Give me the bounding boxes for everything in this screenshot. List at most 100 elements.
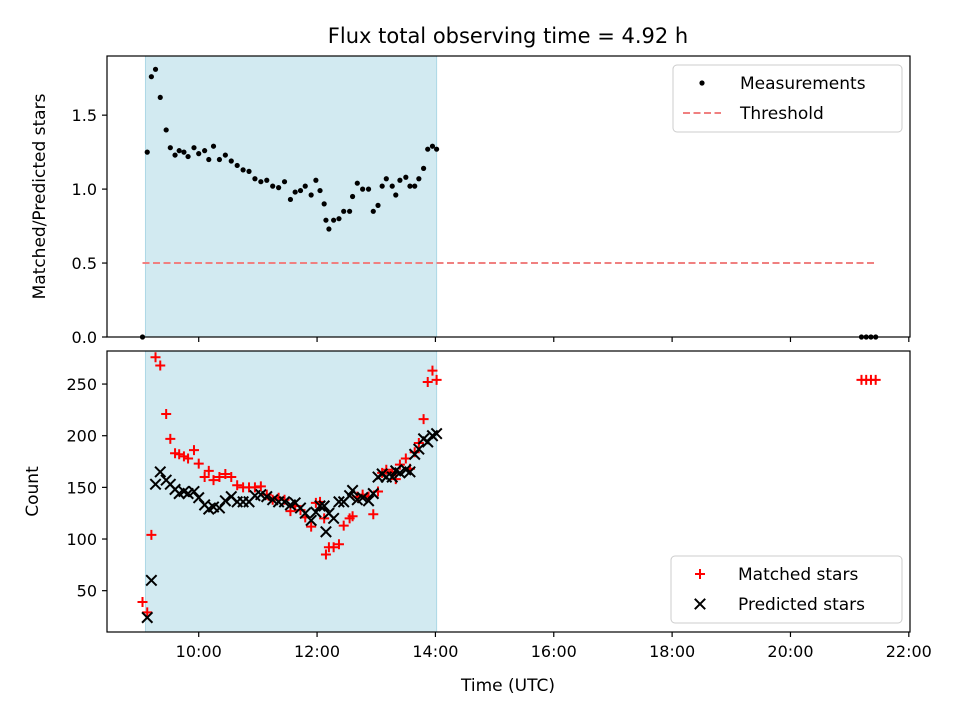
x-tick-label: 20:00 <box>767 642 813 661</box>
ratio-point <box>210 143 217 149</box>
ratio-point <box>347 208 353 214</box>
ratio-point <box>326 226 332 232</box>
ratio-point <box>148 74 154 80</box>
ratio-point <box>434 146 440 152</box>
legend-plus-handle <box>695 569 705 579</box>
count-point <box>165 433 176 444</box>
ratio-point <box>370 208 376 214</box>
ratio-point <box>383 176 389 182</box>
ratio-point <box>389 183 395 189</box>
ratio-point <box>172 152 178 158</box>
count-point <box>278 495 291 508</box>
legend-dot-handle <box>699 80 705 86</box>
ratio-legend-label: Measurements <box>740 74 866 94</box>
count-point <box>418 414 429 425</box>
count-point <box>260 490 273 503</box>
count-point <box>320 549 331 560</box>
ratio-point <box>163 127 169 133</box>
ratio-point <box>407 183 413 189</box>
count-point <box>870 374 881 385</box>
count-point <box>161 409 172 420</box>
ratio-point <box>365 186 372 192</box>
ratio-point <box>375 202 381 208</box>
ratio-point <box>292 189 298 195</box>
count-point <box>333 495 345 508</box>
count-point <box>328 542 339 553</box>
ratio-y-axis-label: Matched/Predicted stars <box>30 93 50 299</box>
count-point <box>427 365 438 376</box>
ratio-point <box>276 185 282 191</box>
count-legend-box <box>670 555 903 624</box>
count-point <box>142 607 153 618</box>
count-point <box>356 491 369 504</box>
ratio-point <box>429 143 436 149</box>
count-point <box>318 500 331 512</box>
ratio-point <box>246 168 252 174</box>
ratio-point <box>308 192 314 198</box>
ratio-point <box>397 177 403 183</box>
ratio-legend-label: Threshold <box>739 104 824 124</box>
count-point <box>183 453 194 464</box>
count-point <box>367 487 380 500</box>
count-point <box>188 485 200 498</box>
ratio-axes-frame <box>106 55 911 338</box>
ratio-point <box>317 187 323 194</box>
x-tick-label: 18:00 <box>649 642 695 661</box>
count-point <box>309 506 322 519</box>
count-point <box>137 597 148 608</box>
ratio-legend: Measurements Threshold <box>672 64 903 133</box>
ratio-point <box>403 174 409 180</box>
ratio-point <box>264 177 270 183</box>
count-point <box>368 509 379 520</box>
ratio-point <box>313 177 319 183</box>
count-y-tick-label: 200 <box>66 427 97 446</box>
count-point <box>430 427 443 440</box>
ratio-point <box>302 183 308 189</box>
ratio-point <box>206 156 212 163</box>
x-axis-label: Time (UTC) <box>460 676 555 696</box>
count-legend-label: Matched stars <box>738 565 858 585</box>
count-point <box>333 539 344 550</box>
ratio-point <box>354 180 360 186</box>
count-point <box>422 376 433 387</box>
ratio-point <box>252 176 258 182</box>
count-point <box>146 529 157 540</box>
count-point <box>347 511 358 522</box>
ratio-y-tick-label: 0.5 <box>72 254 97 273</box>
count-point <box>203 465 214 476</box>
ratio-point <box>181 149 187 155</box>
ratio-point <box>234 162 240 169</box>
ratio-point <box>336 216 342 222</box>
count-y-axis-label: Count <box>23 466 43 517</box>
count-point <box>346 484 359 497</box>
ratio-point <box>222 152 228 158</box>
count-point <box>226 472 237 483</box>
count-y-tick-label: 250 <box>66 375 97 394</box>
count-point <box>141 611 154 624</box>
ratio-point <box>228 158 234 164</box>
count-point <box>314 500 326 512</box>
ratio-point <box>167 145 173 151</box>
count-point <box>220 468 231 479</box>
count-point <box>155 360 166 371</box>
count-y-tick-label: 50 <box>77 582 97 601</box>
ratio-point <box>321 201 327 207</box>
ratio-point <box>297 187 304 194</box>
ratio-point <box>425 146 431 152</box>
count-y-tick-label: 100 <box>66 530 97 549</box>
count-axes-frame <box>106 350 911 633</box>
count-legend-label: Predicted stars <box>738 595 865 615</box>
count-point <box>394 466 406 479</box>
count-point <box>412 443 425 456</box>
ratio-point <box>185 153 191 160</box>
count-point <box>232 480 243 491</box>
x-tick-label: 14:00 <box>412 642 458 661</box>
ratio-point <box>191 145 197 151</box>
ratio-panel: 0.0 0.5 1.0 1.5 Matched/Predicted stars Measu… <box>30 55 911 347</box>
count-point <box>219 494 232 507</box>
count-point <box>188 445 199 456</box>
ratio-point <box>270 183 276 189</box>
ratio-observing-window <box>144 55 438 338</box>
ratio-point <box>349 193 356 200</box>
